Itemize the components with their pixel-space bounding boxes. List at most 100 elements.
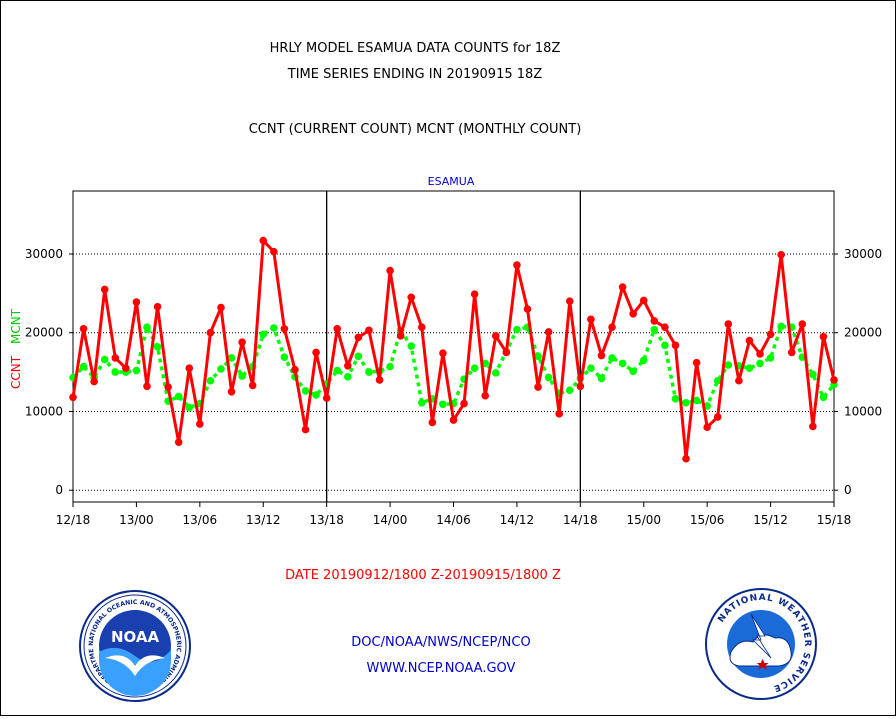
data-point-mcnt	[809, 370, 817, 379]
data-point-ccnt	[312, 348, 320, 357]
data-point-ccnt	[576, 382, 585, 391]
data-point-ccnt	[735, 376, 743, 385]
data-point-mcnt	[544, 373, 553, 382]
data-point-mcnt	[100, 355, 109, 364]
noaa-logo-text: NOAA	[111, 628, 160, 646]
data-point-mcnt	[692, 396, 701, 405]
data-point-mcnt	[143, 323, 151, 332]
data-point-mcnt	[639, 356, 648, 365]
org-link[interactable]: DOC/NOAA/NWS/NCEP/NCO	[351, 635, 530, 650]
x-tick-label: 13/06	[183, 513, 218, 527]
data-point-ccnt	[830, 376, 838, 384]
x-tick-label: 12/18	[56, 513, 91, 527]
title-line-2: TIME SERIES ENDING IN 20190915 18Z	[287, 67, 543, 82]
y-tick-label-right: 30000	[844, 247, 882, 261]
data-point-ccnt	[534, 383, 542, 391]
data-point-ccnt	[661, 323, 669, 332]
x-tick-label: 14/18	[563, 513, 598, 527]
data-point-mcnt	[777, 322, 785, 331]
y-axis-label: CCNT MCNT	[9, 308, 23, 389]
title-line-3: CCNT (CURRENT COUNT) MCNT (MONTHLY COUNT…	[249, 122, 582, 137]
y-tick-label-right: 10000	[844, 404, 882, 418]
data-point-mcnt	[217, 365, 225, 373]
y-tick-label-left: 10000	[25, 404, 63, 418]
data-point-mcnt	[185, 403, 194, 412]
data-point-mcnt	[301, 387, 310, 395]
data-point-ccnt	[174, 438, 183, 446]
url-link[interactable]: WWW.NCEP.NOAA.GOV	[367, 661, 516, 676]
data-point-ccnt	[618, 283, 627, 291]
data-point-mcnt	[270, 324, 278, 332]
title-line-1: HRLY MODEL ESAMUA DATA COUNTS for 18Z	[270, 41, 561, 56]
data-point-ccnt	[428, 418, 437, 427]
station-label: ESAMUA	[428, 175, 475, 188]
series-line-ccnt	[71, 239, 836, 461]
data-point-ccnt	[682, 454, 690, 463]
data-point-ccnt	[798, 320, 807, 328]
data-point-ccnt	[227, 387, 236, 396]
data-point-ccnt	[407, 293, 416, 302]
data-point-ccnt	[270, 247, 278, 256]
data-point-ccnt	[291, 365, 299, 374]
data-point-ccnt	[365, 326, 373, 335]
data-point-mcnt	[513, 325, 521, 334]
data-point-ccnt	[386, 266, 394, 275]
data-point-mcnt	[724, 361, 733, 369]
data-point-ccnt	[544, 328, 553, 336]
data-point-ccnt	[122, 364, 130, 372]
plot-border	[72, 190, 835, 503]
data-point-mcnt	[766, 354, 775, 362]
y-tick-label-right: 20000	[844, 326, 882, 340]
data-point-mcnt	[470, 364, 479, 372]
data-point-mcnt	[386, 362, 394, 371]
data-point-ccnt	[491, 332, 500, 340]
data-point-mcnt	[111, 368, 120, 376]
data-point-mcnt	[713, 376, 722, 385]
data-point-ccnt	[787, 348, 796, 357]
y-tick-label-left: 30000	[25, 247, 63, 261]
data-point-ccnt	[164, 383, 172, 391]
data-point-ccnt	[238, 338, 246, 346]
data-point-ccnt	[322, 394, 331, 402]
data-point-ccnt	[777, 250, 785, 259]
x-tick-label: 15/06	[690, 513, 725, 527]
data-point-mcnt	[344, 373, 352, 381]
data-point-mcnt	[365, 368, 373, 376]
y-label-mcnt: MCNT	[9, 308, 23, 344]
x-tick-label: 15/18	[817, 513, 852, 527]
data-point-ccnt	[713, 413, 722, 421]
data-point-ccnt	[333, 324, 342, 333]
data-point-ccnt	[460, 399, 468, 408]
x-tick-label: 15/12	[753, 513, 788, 527]
data-point-mcnt	[671, 395, 680, 403]
y-tick-label-left: 0	[55, 483, 63, 497]
data-point-ccnt	[90, 377, 98, 386]
data-point-mcnt	[259, 330, 268, 339]
data-point-ccnt	[280, 324, 289, 333]
data-point-mcnt	[534, 352, 542, 361]
data-point-mcnt	[650, 325, 659, 334]
data-point-mcnt	[587, 364, 595, 372]
data-point-ccnt	[523, 305, 532, 313]
data-point-ccnt	[756, 350, 764, 358]
data-point-ccnt	[375, 376, 384, 384]
data-point-ccnt	[587, 315, 595, 324]
data-point-ccnt	[703, 423, 711, 432]
data-point-mcnt	[227, 354, 236, 362]
y-tick-label-left: 20000	[25, 326, 63, 340]
data-point-mcnt	[354, 352, 363, 361]
data-point-ccnt	[650, 317, 659, 325]
data-point-mcnt	[682, 398, 690, 407]
data-point-mcnt	[661, 341, 669, 350]
data-point-ccnt	[819, 332, 828, 341]
data-point-ccnt	[185, 364, 194, 372]
data-point-ccnt	[100, 285, 109, 294]
data-point-ccnt	[502, 348, 511, 357]
data-point-mcnt	[238, 372, 246, 380]
data-point-mcnt	[597, 374, 606, 383]
data-point-mcnt	[132, 366, 141, 375]
x-tick-label: 13/00	[119, 513, 154, 527]
data-point-ccnt	[196, 420, 204, 428]
data-point-ccnt	[555, 410, 563, 418]
